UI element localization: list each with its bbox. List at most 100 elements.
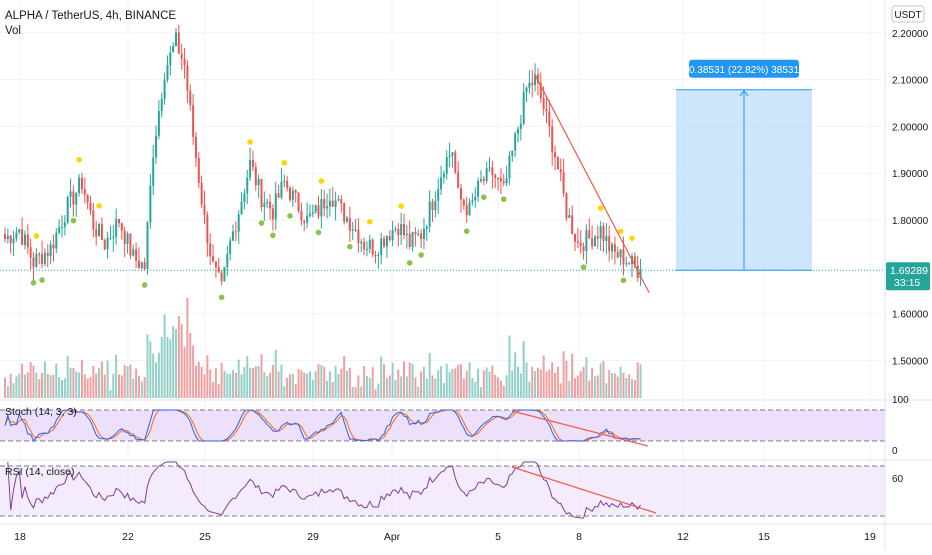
candle-body bbox=[568, 215, 571, 218]
symbol-title[interactable]: ALPHA / TetherUS, 4h, BINANCE bbox=[5, 10, 176, 22]
candle-body bbox=[619, 249, 622, 258]
candle-body bbox=[21, 229, 24, 245]
rsi-pane[interactable]: RSI (14, close) bbox=[0, 461, 885, 519]
candle-body bbox=[593, 236, 596, 247]
candle-body bbox=[269, 201, 272, 209]
volume-bar bbox=[314, 371, 317, 398]
candle-body bbox=[137, 260, 140, 268]
candle-body bbox=[277, 193, 280, 198]
volume-bar bbox=[203, 374, 206, 398]
candle-body bbox=[61, 226, 63, 228]
currency-button[interactable] bbox=[891, 5, 925, 23]
candle-body bbox=[559, 169, 562, 173]
candle-body bbox=[52, 244, 55, 249]
candle-body bbox=[545, 108, 548, 112]
price-tick-label: 1.90000 bbox=[892, 169, 929, 180]
stoch-label[interactable]: Stoch (14, 3, 3) bbox=[5, 406, 77, 418]
volume-bar bbox=[420, 371, 423, 398]
price-trendline[interactable] bbox=[534, 74, 650, 293]
volume-bar bbox=[371, 366, 374, 398]
candle-body bbox=[6, 235, 9, 240]
time-tick-label: 25 bbox=[199, 531, 211, 543]
candle-body bbox=[109, 237, 112, 239]
currency-button-label[interactable]: USDT bbox=[894, 10, 921, 21]
sell-signal-dot bbox=[96, 203, 102, 209]
candle-body bbox=[212, 256, 215, 262]
measure-tool[interactable]: 0.38531 (22.82%) 38531 bbox=[676, 59, 812, 271]
candle-body bbox=[58, 227, 61, 233]
volume-bar bbox=[49, 375, 52, 398]
candle-body bbox=[146, 222, 149, 269]
volume-bar bbox=[78, 372, 81, 398]
candle-body bbox=[460, 188, 462, 200]
measure-label: 0.38531 (22.82%) 38531 bbox=[689, 65, 800, 76]
candle-body bbox=[357, 229, 360, 244]
volume-label[interactable]: Vol bbox=[5, 25, 21, 37]
rsi-trendline[interactable] bbox=[511, 466, 657, 514]
buy-signal-dot bbox=[270, 232, 276, 239]
candle-body bbox=[29, 247, 32, 258]
candle-body bbox=[622, 249, 625, 265]
candle-body bbox=[454, 152, 457, 173]
candle-body bbox=[494, 175, 497, 178]
volume-bar bbox=[223, 370, 226, 398]
candle-body bbox=[226, 253, 229, 268]
buy-signal-dot bbox=[141, 282, 148, 288]
volume-bar bbox=[514, 352, 517, 398]
volume-bar bbox=[157, 352, 160, 398]
candle-body bbox=[548, 111, 551, 127]
stoch-trendline[interactable] bbox=[511, 410, 649, 447]
volume-bar bbox=[377, 383, 380, 398]
price-tick-label: 1.60000 bbox=[892, 310, 929, 321]
volume-bar bbox=[63, 378, 66, 398]
candle-body bbox=[385, 236, 388, 247]
time-tick-label: 5 bbox=[495, 531, 501, 543]
candle-body bbox=[457, 172, 460, 189]
candle-body bbox=[348, 217, 351, 231]
candle-body bbox=[608, 236, 611, 252]
volume-bar bbox=[21, 363, 24, 398]
volume-bar bbox=[440, 366, 443, 398]
candle-body bbox=[118, 219, 120, 224]
candle-body bbox=[602, 226, 605, 241]
candle-body bbox=[43, 252, 46, 265]
volume-bar bbox=[414, 377, 417, 398]
volume-bar bbox=[405, 376, 408, 398]
candle-body bbox=[383, 238, 386, 247]
candle-body bbox=[257, 178, 260, 186]
price-axis[interactable]: 2.20000 2.10000 2.00000 1.90000 1.80000 1.600… bbox=[884, 0, 930, 550]
volume-bar bbox=[291, 373, 294, 398]
stoch-pane[interactable]: Stoch (14, 3, 3) bbox=[0, 406, 885, 447]
volume-bar bbox=[177, 316, 180, 398]
volume-bar bbox=[120, 375, 123, 398]
candles bbox=[4, 24, 642, 286]
rsi-label[interactable]: RSI (14, close) bbox=[5, 466, 74, 478]
volume-bar bbox=[180, 324, 183, 398]
candle-body bbox=[599, 226, 602, 239]
buy-signal-dot bbox=[315, 229, 322, 236]
volume-bar bbox=[135, 368, 138, 398]
sell-signal-dot bbox=[629, 235, 635, 242]
candle-body bbox=[425, 226, 428, 229]
time-axis[interactable]: 18 22 25 29 Apr 5 8 12 15 19 bbox=[14, 531, 876, 543]
rsi-band bbox=[0, 466, 885, 516]
buy-signal-dot bbox=[620, 277, 627, 284]
candle-body bbox=[9, 235, 12, 244]
volume-bar bbox=[308, 371, 311, 398]
volume-bar bbox=[337, 374, 340, 398]
time-tick-label: 12 bbox=[677, 531, 689, 543]
volume-bar bbox=[534, 371, 537, 398]
candle-body bbox=[562, 172, 565, 194]
volume-bar bbox=[340, 368, 343, 398]
volume-bar bbox=[545, 371, 548, 398]
price-tick-label: 1.80000 bbox=[892, 216, 929, 227]
volume-bar bbox=[6, 385, 9, 398]
sell-signal-dot bbox=[33, 233, 40, 239]
volume-bar bbox=[519, 373, 522, 398]
measure-arrowhead bbox=[739, 90, 749, 97]
volume-bar bbox=[100, 361, 103, 398]
volume-bar bbox=[471, 378, 474, 398]
candle-body bbox=[468, 202, 471, 216]
